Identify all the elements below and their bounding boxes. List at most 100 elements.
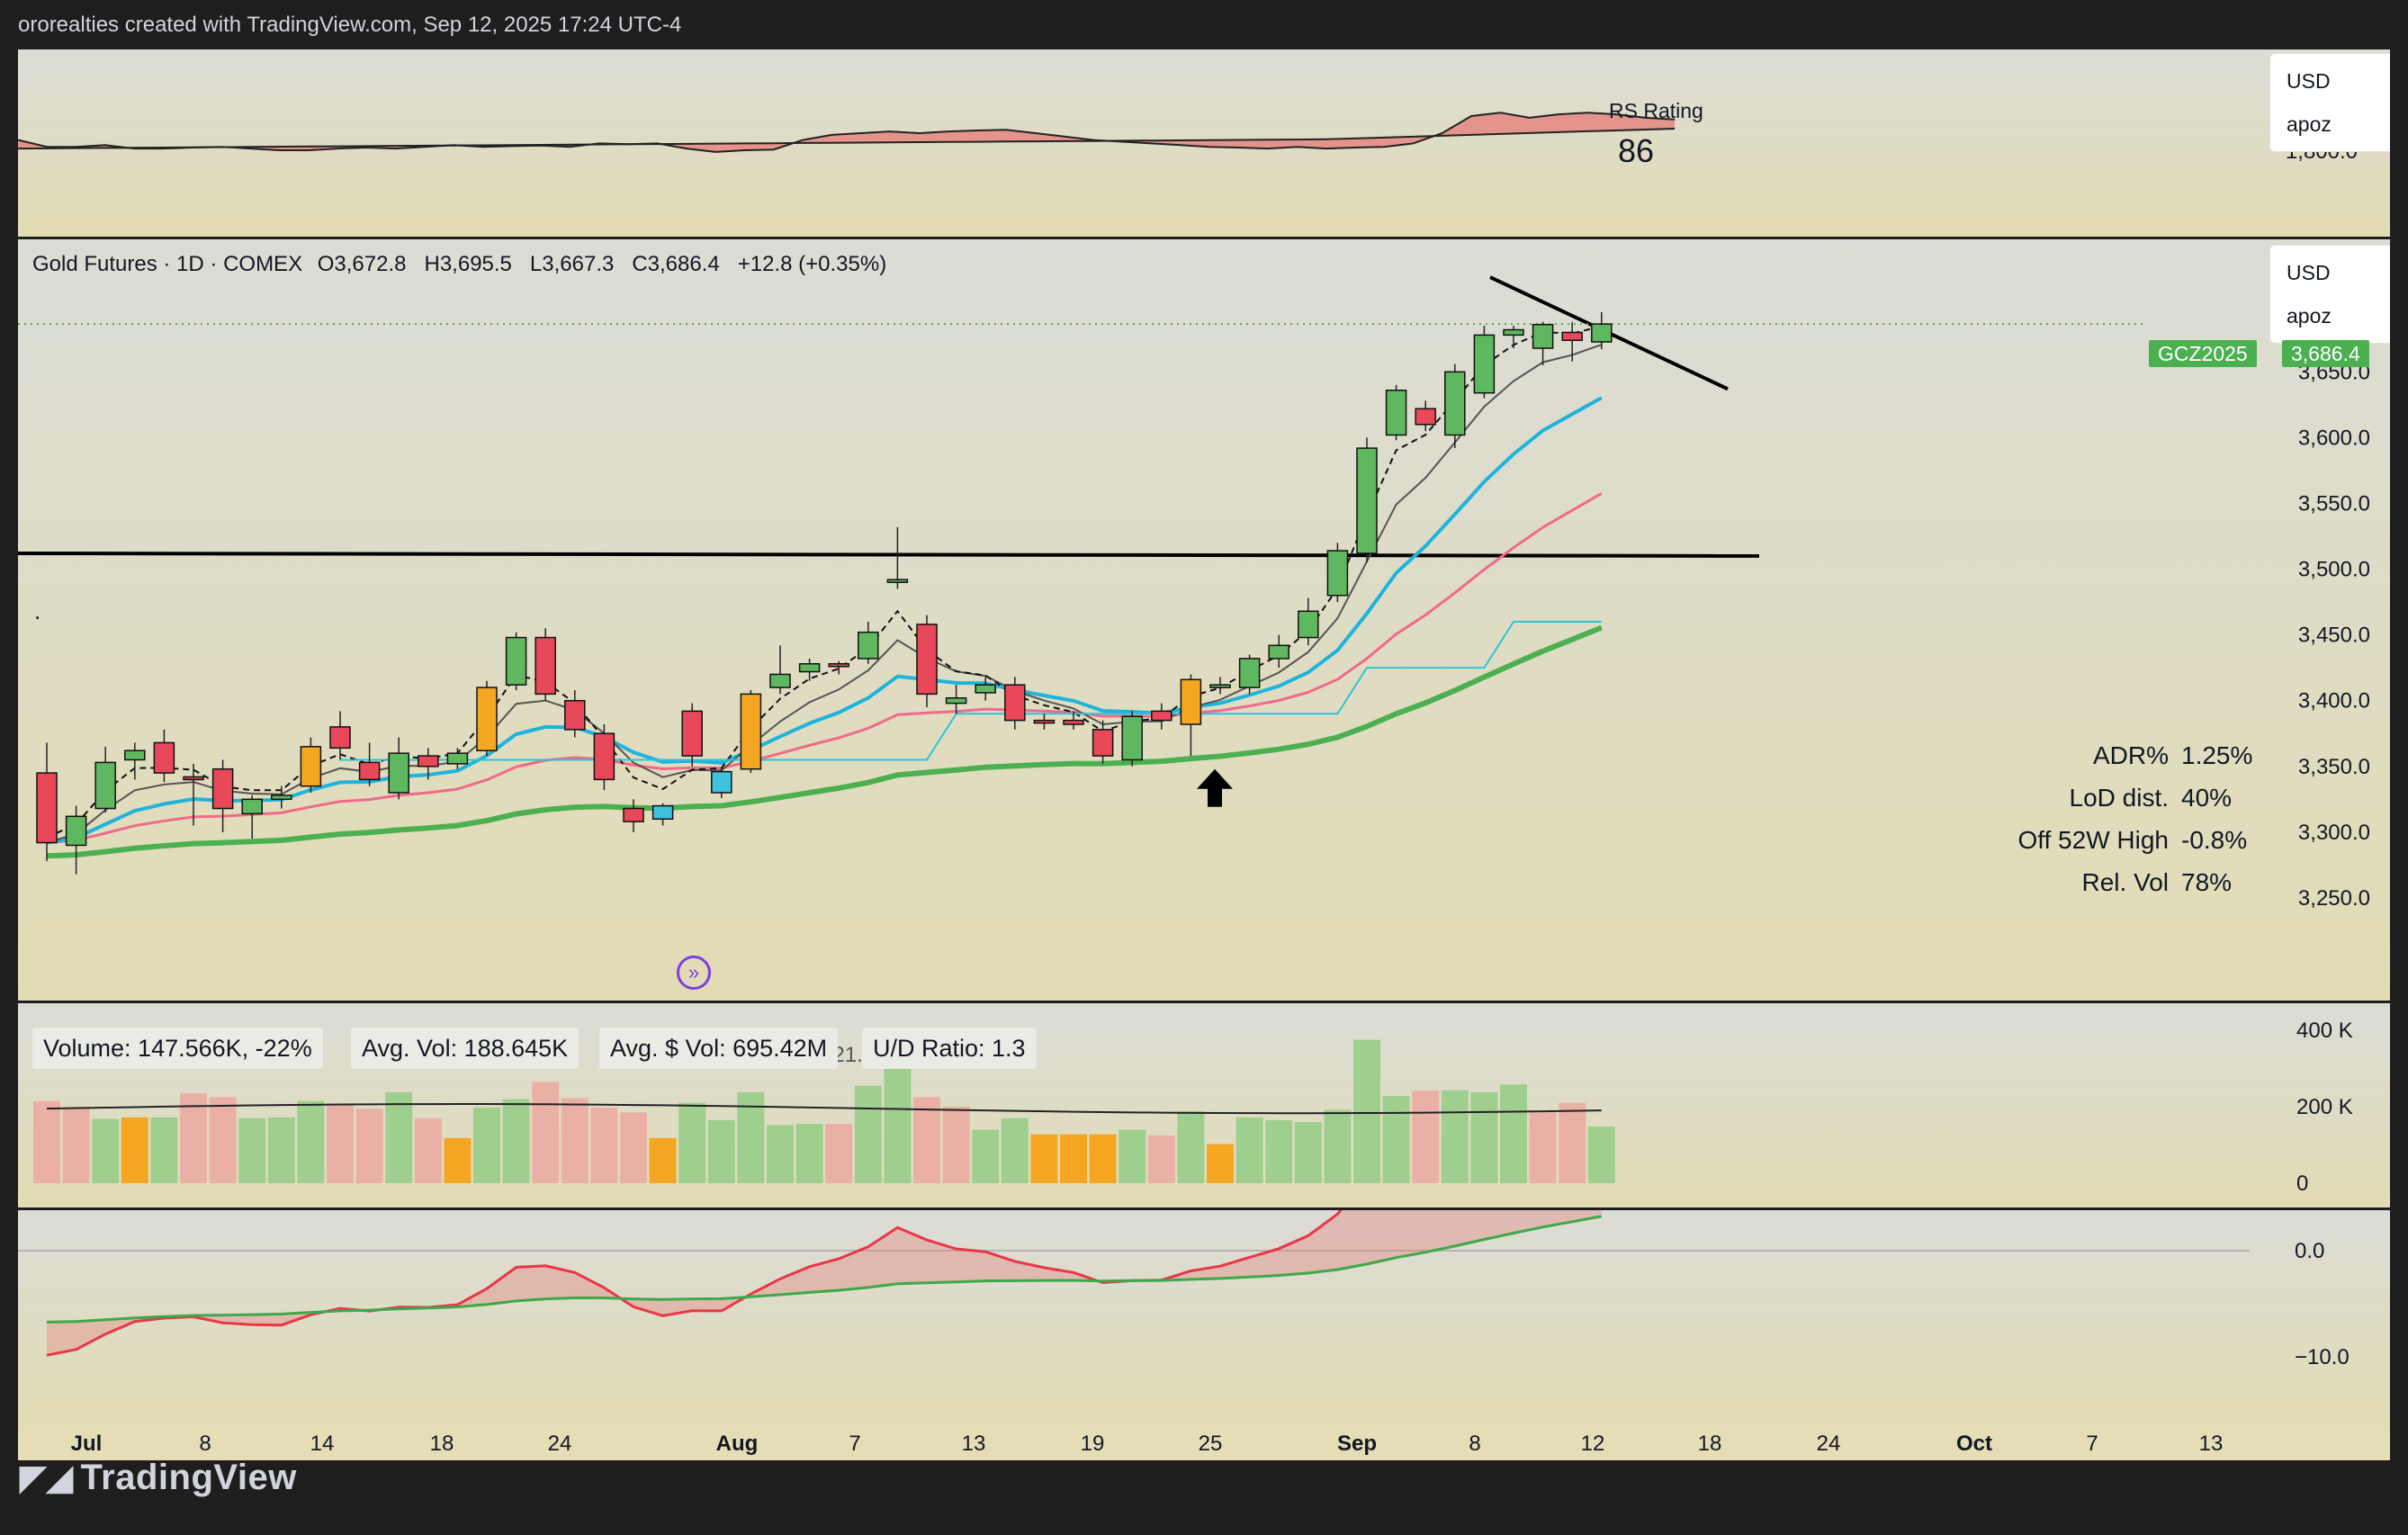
stat-label: ADR% xyxy=(2092,741,2169,769)
candle xyxy=(651,803,674,826)
volume-bar xyxy=(267,1117,295,1183)
stat-value: 78% xyxy=(2181,868,2233,896)
candle xyxy=(271,785,292,809)
candle-body xyxy=(1209,684,1231,688)
time-tick-label: 14 xyxy=(310,1432,335,1456)
osc-tick-label: −10.0 xyxy=(2295,1345,2350,1369)
rs-rating-label: RS Rating xyxy=(1609,99,1703,122)
replay-icon[interactable]: » xyxy=(677,956,711,990)
volume-bar xyxy=(620,1112,647,1183)
volume-bar xyxy=(1119,1129,1146,1183)
volume-bar xyxy=(502,1099,530,1183)
candle-body xyxy=(1004,684,1026,722)
time-tick-label: 25 xyxy=(1198,1432,1223,1456)
tradingview-logo[interactable]: ◤◢ TradingView xyxy=(20,1458,297,1498)
stat-value: -0.8% xyxy=(2181,826,2248,854)
candle xyxy=(593,724,615,791)
candle-body xyxy=(446,752,469,765)
volume-bar xyxy=(1147,1135,1175,1183)
volume-bar xyxy=(444,1137,472,1183)
candle xyxy=(1238,654,1261,695)
volume-average-line xyxy=(46,1103,1602,1115)
volume-bar xyxy=(1470,1091,1498,1183)
volume-bar xyxy=(1412,1091,1440,1183)
ohlc-readout: O3,672.8 H3,695.5 L3,667.3 C3,686.4 +12.… xyxy=(317,252,887,276)
candle-body xyxy=(798,663,821,673)
time-tick-label: 8 xyxy=(199,1432,211,1456)
volume-bar xyxy=(209,1097,237,1183)
volume-bar xyxy=(150,1117,178,1183)
candle-body xyxy=(1532,323,1554,349)
price-tick-label: 3,500.0 xyxy=(2298,558,2370,582)
candle-body xyxy=(886,579,909,583)
volume-bar xyxy=(767,1125,794,1183)
price-tick-label: 3,450.0 xyxy=(2298,624,2370,648)
last-price-tag: 3,686.4 xyxy=(2282,340,2369,367)
candle-body xyxy=(1121,715,1143,761)
candle-body xyxy=(1415,408,1436,426)
candle xyxy=(1473,326,1496,399)
instrument-name: Gold Futures · 1D · COMEX xyxy=(32,252,303,276)
candle-body xyxy=(1326,550,1349,597)
volume-bar xyxy=(327,1104,354,1183)
rs-currency-box[interactable]: USD apoz xyxy=(2269,53,2390,152)
volume-bar xyxy=(825,1124,853,1183)
rs-line-chart xyxy=(18,112,1676,153)
ema-3-dashed-line xyxy=(46,325,1603,839)
candle xyxy=(798,658,821,681)
volume-bar xyxy=(1030,1134,1058,1183)
ema-50-line xyxy=(46,624,1603,859)
time-tick-label: 13 xyxy=(2198,1432,2224,1456)
oscillator-panel: 0.0 −10.0 xyxy=(18,1210,2390,1426)
candle-body xyxy=(623,807,644,822)
candle xyxy=(1092,720,1114,764)
stat-value: 40% xyxy=(2181,784,2233,812)
price-currency-box[interactable]: USD apoz xyxy=(2269,245,2390,344)
price-tick-label: 3,250.0 xyxy=(2298,886,2370,911)
candle xyxy=(769,645,791,695)
volume-bar xyxy=(1060,1134,1087,1183)
candlestick-chart[interactable]: 3,250.0 3,300.0 3,350.0 3,400.0 3,450.0 3,500… xyxy=(18,239,2390,1001)
candle xyxy=(916,615,938,707)
candle-body xyxy=(975,684,996,694)
candle-body xyxy=(1356,447,1378,554)
volume-bar xyxy=(33,1100,60,1183)
candle xyxy=(505,632,527,690)
price-tick-label: 3,300.0 xyxy=(2298,821,2370,845)
scale-mode-label: apoz xyxy=(2287,304,2332,328)
candle xyxy=(358,742,381,786)
candle xyxy=(211,759,234,832)
volume-bar xyxy=(1294,1122,1322,1183)
time-tick-label: 7 xyxy=(849,1432,861,1456)
volume-bar xyxy=(1207,1144,1234,1183)
candle xyxy=(124,742,146,780)
volume-bar xyxy=(1441,1090,1469,1183)
osc-tick-label: 0.0 xyxy=(2295,1239,2324,1263)
rs-base-line xyxy=(18,128,1676,150)
candle-body xyxy=(183,776,204,781)
candle xyxy=(564,690,586,738)
volume-bar xyxy=(707,1119,735,1183)
volume-bar xyxy=(913,1097,940,1183)
candle-body xyxy=(358,761,381,781)
candle-body xyxy=(94,761,116,810)
candle-body xyxy=(505,636,527,686)
volume-bar xyxy=(1587,1127,1615,1183)
volume-bar xyxy=(1559,1102,1586,1183)
time-tick-label: Aug xyxy=(715,1432,759,1456)
volume-bar xyxy=(942,1107,970,1183)
volume-bar xyxy=(1089,1134,1117,1183)
oscillator-fast-line xyxy=(46,1210,1343,1357)
rs-rating-value: 86 xyxy=(1618,132,1655,169)
price-tick-label: 3,350.0 xyxy=(2298,755,2370,779)
volume-bar xyxy=(121,1117,148,1183)
candle-body xyxy=(1180,678,1202,725)
volume-bar xyxy=(854,1085,882,1183)
rs-rating-panel: RS Rating 86 1,800.0 USD apoz xyxy=(18,49,2390,237)
volume-bar xyxy=(972,1129,1000,1183)
volume-bar xyxy=(473,1107,500,1183)
candle xyxy=(1326,543,1349,603)
candle xyxy=(1415,400,1436,432)
volume-bar xyxy=(590,1107,618,1183)
